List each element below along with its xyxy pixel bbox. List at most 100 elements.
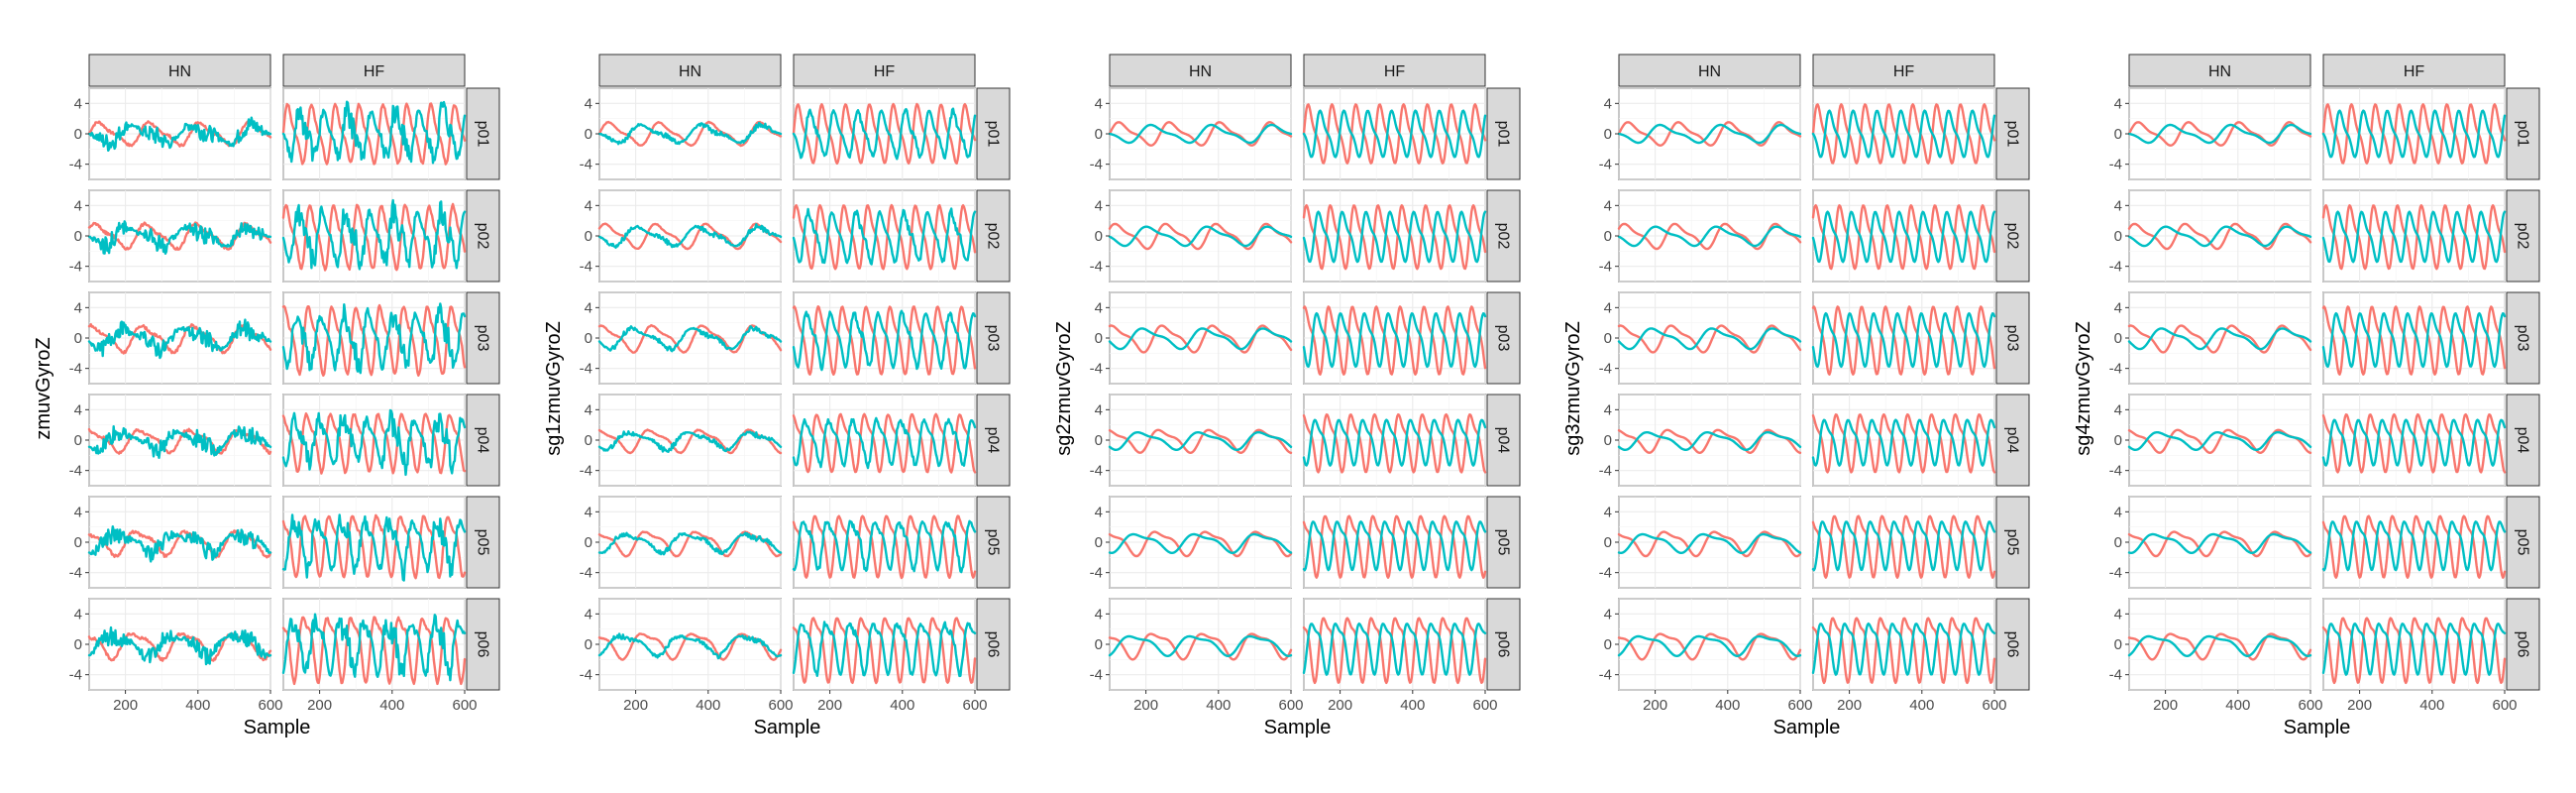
panel: 4 0 -4 — [2109, 394, 2312, 487]
series-line-teal — [1617, 532, 1802, 554]
panel: 4 0 -4 — [2109, 291, 2312, 385]
panel: 4 0 -4 200 400 600 — [1599, 598, 1813, 714]
y-axis-title: sg4zmuvGyroZ — [2073, 321, 2094, 456]
row-strip-label: p03 — [2515, 325, 2531, 352]
panel: 4 0 -4 — [69, 87, 272, 180]
series-line-teal — [1811, 210, 1996, 264]
series-line-teal — [2321, 520, 2507, 572]
row-strip — [976, 291, 1011, 385]
y-tick-label: 0 — [74, 330, 82, 347]
row-strip — [466, 189, 500, 283]
series-line-red — [1108, 324, 1293, 354]
y-tick-label: 0 — [585, 432, 592, 449]
panel — [792, 87, 977, 180]
x-tick-label: 400 — [2419, 697, 2444, 714]
series-line-teal — [2321, 109, 2507, 159]
y-tick-label: 0 — [2114, 228, 2122, 245]
x-tick-label: 600 — [962, 697, 987, 714]
series-line-teal — [281, 613, 467, 682]
y-axis-title: zmuvGyroZ — [33, 337, 54, 439]
row-strip — [466, 598, 500, 691]
series-line-red — [1811, 204, 1996, 271]
y-tick-label: 4 — [1095, 95, 1103, 112]
x-tick-label: 200 — [2347, 697, 2372, 714]
series-line-teal — [597, 430, 783, 453]
y-tick-label: 4 — [585, 401, 592, 418]
x-tick-label: 600 — [258, 697, 282, 714]
x-tick-label: 400 — [185, 697, 210, 714]
y-tick-label: 0 — [1604, 126, 1612, 143]
y-tick-label: 0 — [74, 636, 82, 653]
row-strip-label: p06 — [985, 631, 1002, 658]
series-line-teal — [87, 220, 272, 255]
series-line-red — [792, 305, 977, 376]
y-tick-label: 0 — [74, 432, 82, 449]
series-line-teal — [2127, 225, 2312, 248]
y-tick-label: -4 — [1090, 667, 1103, 684]
x-tick-label: 200 — [817, 697, 842, 714]
y-tick-label: -4 — [2109, 259, 2122, 276]
series-line-teal — [597, 325, 783, 353]
series-line-teal — [2127, 123, 2312, 145]
y-tick-label: -4 — [2109, 361, 2122, 378]
series-line-teal — [1617, 327, 1802, 351]
panel: 4 0 -4 200 400 600 — [580, 598, 794, 714]
column-strip — [1109, 54, 1292, 87]
y-tick-label: -4 — [1090, 157, 1103, 173]
row-strip-label: p01 — [985, 121, 1002, 148]
series-line-teal — [597, 223, 783, 249]
x-tick-label: 600 — [452, 697, 477, 714]
column-strip — [793, 54, 976, 87]
x-tick-label: 200 — [113, 697, 138, 714]
y-tick-label: -4 — [1599, 667, 1612, 684]
y-tick-label: -4 — [69, 667, 82, 684]
row-strip — [976, 496, 1011, 589]
series-line-teal — [1108, 123, 1293, 145]
series-line-red — [1108, 632, 1293, 661]
series-line-red — [1302, 103, 1487, 165]
panel: 4 0 -4 — [69, 189, 272, 283]
facet-figure-5: HN HF p01 4 0 -4 p02 4 0 -4 p03 4 0 -4 p04 4 0 -4 p05 4 0 -4 p… — [2073, 54, 2540, 738]
x-tick-label: 400 — [1909, 697, 1934, 714]
y-tick-label: 4 — [1604, 299, 1612, 316]
series-line-teal — [1811, 311, 1996, 369]
row-strip-label: p04 — [475, 427, 491, 454]
y-tick-label: -4 — [69, 157, 82, 173]
series-line-teal — [1108, 225, 1293, 248]
column-strip — [1303, 54, 1486, 87]
series-line-teal — [1108, 431, 1293, 451]
column-strip — [282, 54, 466, 87]
y-tick-label: 0 — [1095, 534, 1103, 551]
y-tick-label: 0 — [1604, 534, 1612, 551]
column-strip — [88, 54, 271, 87]
y-tick-label: 4 — [1095, 197, 1103, 214]
y-tick-label: 4 — [74, 299, 82, 316]
y-tick-label: -4 — [1599, 361, 1612, 378]
row-strip — [1995, 496, 2030, 589]
x-tick-label: 400 — [2225, 697, 2250, 714]
panel: 4 0 -4 — [580, 189, 783, 283]
y-tick-label: 4 — [1604, 504, 1612, 520]
y-tick-label: 0 — [585, 228, 592, 245]
row-strip — [466, 394, 500, 487]
panel — [2321, 496, 2507, 589]
panel — [1302, 87, 1487, 180]
series-line-teal — [1302, 109, 1487, 159]
series-line-teal — [281, 198, 467, 271]
panel: 4 0 -4 — [2109, 496, 2312, 589]
series-line-teal — [281, 513, 467, 582]
y-tick-label: 4 — [1095, 299, 1103, 316]
y-tick-label: -4 — [2109, 565, 2122, 582]
series-line-red — [281, 102, 467, 166]
row-strip-label: p04 — [2004, 427, 2021, 454]
row-strip-label: p01 — [1495, 121, 1512, 148]
y-tick-label: 0 — [2114, 432, 2122, 449]
row-strip-label: p02 — [475, 223, 491, 250]
y-axis-title: sg3zmuvGyroZ — [1562, 321, 1584, 456]
row-strip-label: p02 — [1495, 223, 1512, 250]
panel: 4 0 -4 — [69, 291, 272, 385]
x-tick-label: 600 — [2492, 697, 2517, 714]
y-tick-label: -4 — [1090, 259, 1103, 276]
row-strip — [1486, 394, 1521, 487]
